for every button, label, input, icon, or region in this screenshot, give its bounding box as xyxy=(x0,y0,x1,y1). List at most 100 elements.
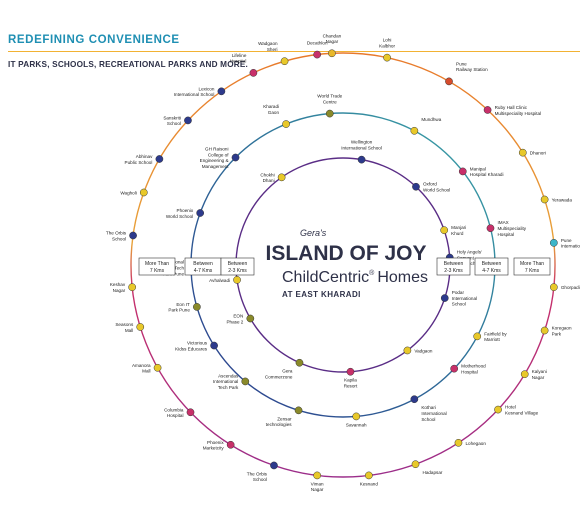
place-marker-outer: Koregaon Park xyxy=(540,326,572,336)
inner-ring-right-label: Between 2-3 Kms xyxy=(436,257,471,276)
place-label: PuneInternational Airport xyxy=(561,238,580,249)
place-marker-middle: IMAX Multispeciality Hospital xyxy=(486,220,527,237)
place-label: Kesnand xyxy=(360,481,379,486)
place-label: Ascendas International Tech Park xyxy=(213,373,239,390)
place-marker-outer: Lifeline Hospital xyxy=(230,53,258,77)
center-logo: Gera's ISLAND OF JOY ChildCentric® Homes … xyxy=(265,228,428,299)
location-dot-icon xyxy=(483,106,492,114)
location-dot-icon xyxy=(473,332,482,341)
location-dot-icon xyxy=(540,326,549,335)
place-label: Lexicon International School xyxy=(174,86,215,97)
location-dot-icon xyxy=(494,405,502,414)
place-label: Avhalwadi xyxy=(209,278,230,283)
place-label: Dhanori xyxy=(530,151,546,156)
svg-text:Between: Between xyxy=(482,261,502,267)
place-marker-middle: Zensar technologies xyxy=(266,406,303,427)
place-label: IMAX Multispeciality Hospital xyxy=(497,220,526,237)
place-marker-inner: Avhalwadi xyxy=(209,276,241,284)
svg-text:More Than: More Than xyxy=(520,261,544,267)
place-label: Ruby Hall Clinic Multispeciality Hospital xyxy=(495,105,541,116)
place-marker-outer: Kesnand xyxy=(360,471,379,486)
header-divider xyxy=(8,51,580,52)
location-dot-icon xyxy=(155,155,164,163)
place-marker-outer: Pune Railway Station xyxy=(445,61,488,86)
place-label: Lohi Kalbhor xyxy=(379,38,395,49)
location-dot-icon xyxy=(153,363,162,372)
location-dot-icon xyxy=(294,406,303,415)
middle-ring-left-label: Between 4-7 Kms xyxy=(184,257,222,276)
location-dot-icon xyxy=(129,231,137,240)
place-marker-middle: Manipal Hospital Kharadi xyxy=(458,166,503,177)
place-marker-inner: Wellington International School xyxy=(341,140,382,164)
place-label: World Trade Centre xyxy=(317,94,342,105)
place-marker-outer: Chandan Nagar xyxy=(323,33,342,58)
place-marker-outer: Wagholi xyxy=(120,188,148,197)
brand-name: Gera's xyxy=(300,228,327,238)
svg-text:More Than: More Than xyxy=(145,261,169,267)
place-marker-outer: Amanora Mall xyxy=(132,363,162,374)
place-label: Wadgaon Sheri xyxy=(258,41,278,52)
svg-text:2-3 Kms: 2-3 Kms xyxy=(228,268,247,274)
svg-text:Between: Between xyxy=(193,261,213,267)
place-marker-inner: Kapila Resort xyxy=(344,367,358,389)
location-dot-icon xyxy=(136,323,145,331)
place-label: Oxford World School xyxy=(423,182,450,193)
place-marker-inner: Vadgaon xyxy=(403,346,433,355)
place-label: Seasons Mall xyxy=(115,322,134,333)
location-dot-icon xyxy=(440,294,449,302)
location-dot-icon xyxy=(410,126,419,135)
location-dot-icon xyxy=(226,440,235,449)
place-label: EON Phase 2 xyxy=(226,314,243,325)
place-marker-outer: Lohi Kalbhor xyxy=(379,38,395,62)
place-marker-inner: Podar International School xyxy=(440,290,477,307)
location-dot-icon xyxy=(249,69,258,77)
place-marker-outer: Kalyani Nagar xyxy=(520,369,547,380)
place-marker-outer: The Orbis School xyxy=(247,461,278,482)
place-marker-middle: Ascendas International Tech Park xyxy=(213,373,250,390)
location-dot-icon xyxy=(241,377,250,386)
location-dot-icon xyxy=(445,77,453,86)
place-marker-outer: Ghorpadi xyxy=(549,283,580,292)
location-dot-icon xyxy=(328,49,336,58)
place-label: Gera Commerzone xyxy=(265,369,293,380)
location-dot-icon xyxy=(280,57,289,66)
location-dot-icon xyxy=(410,395,419,404)
project-title: ISLAND OF JOY xyxy=(265,242,426,265)
place-marker-middle: Kharadi Gaon xyxy=(263,104,290,128)
place-marker-middle: Fairfield by Marriott xyxy=(473,331,507,342)
place-label: Keshav Nagar xyxy=(110,282,126,293)
location-dot-icon xyxy=(325,109,334,118)
svg-text:Between: Between xyxy=(444,261,464,267)
place-label: Columbia Hospital xyxy=(164,407,184,418)
location-dot-icon xyxy=(411,460,420,469)
location-dot-icon xyxy=(440,226,449,235)
place-label: Wagholi xyxy=(120,190,136,195)
place-label: Decathlon xyxy=(307,41,328,46)
place-label: Kapila Resort xyxy=(344,378,358,389)
place-label: Phoenix Marketcity xyxy=(203,440,225,451)
location-dot-icon xyxy=(520,370,529,379)
place-label: The Orbis School xyxy=(106,230,127,241)
place-marker-middle: GH Raisoni College of Engineering & Managem… xyxy=(200,147,240,169)
place-label: Fairfield by Marriott xyxy=(484,331,507,342)
place-marker-outer: Phoenix Marketcity xyxy=(203,440,235,451)
place-marker-outer: Sanskriti School xyxy=(163,115,192,126)
place-label: Amanora Mall xyxy=(132,363,151,374)
place-label: Lohegaon xyxy=(465,441,486,446)
place-marker-outer: Decathlon xyxy=(307,41,328,59)
place-label: GH Raisoni College of Engineering & Managem… xyxy=(200,147,230,169)
place-marker-middle: Mundhwa xyxy=(410,117,442,135)
place-label: Yerawada xyxy=(552,197,573,202)
place-label: Sanskriti School xyxy=(163,115,181,126)
location-dot-icon xyxy=(233,276,241,284)
place-label: Lifeline Hospital xyxy=(230,53,247,64)
location-dot-icon xyxy=(549,238,558,247)
place-marker-outer: PuneInternational Airport xyxy=(549,238,580,249)
location-dot-icon xyxy=(186,408,195,417)
location-dot-icon xyxy=(357,155,366,164)
place-marker-inner: Manjari Khurd xyxy=(440,225,466,236)
place-marker-outer: Viman Nagar xyxy=(311,471,324,492)
project-subtitle: ChildCentric® Homes xyxy=(282,269,428,286)
location-dot-icon xyxy=(549,283,558,292)
place-label: Wellington International School xyxy=(341,140,382,151)
